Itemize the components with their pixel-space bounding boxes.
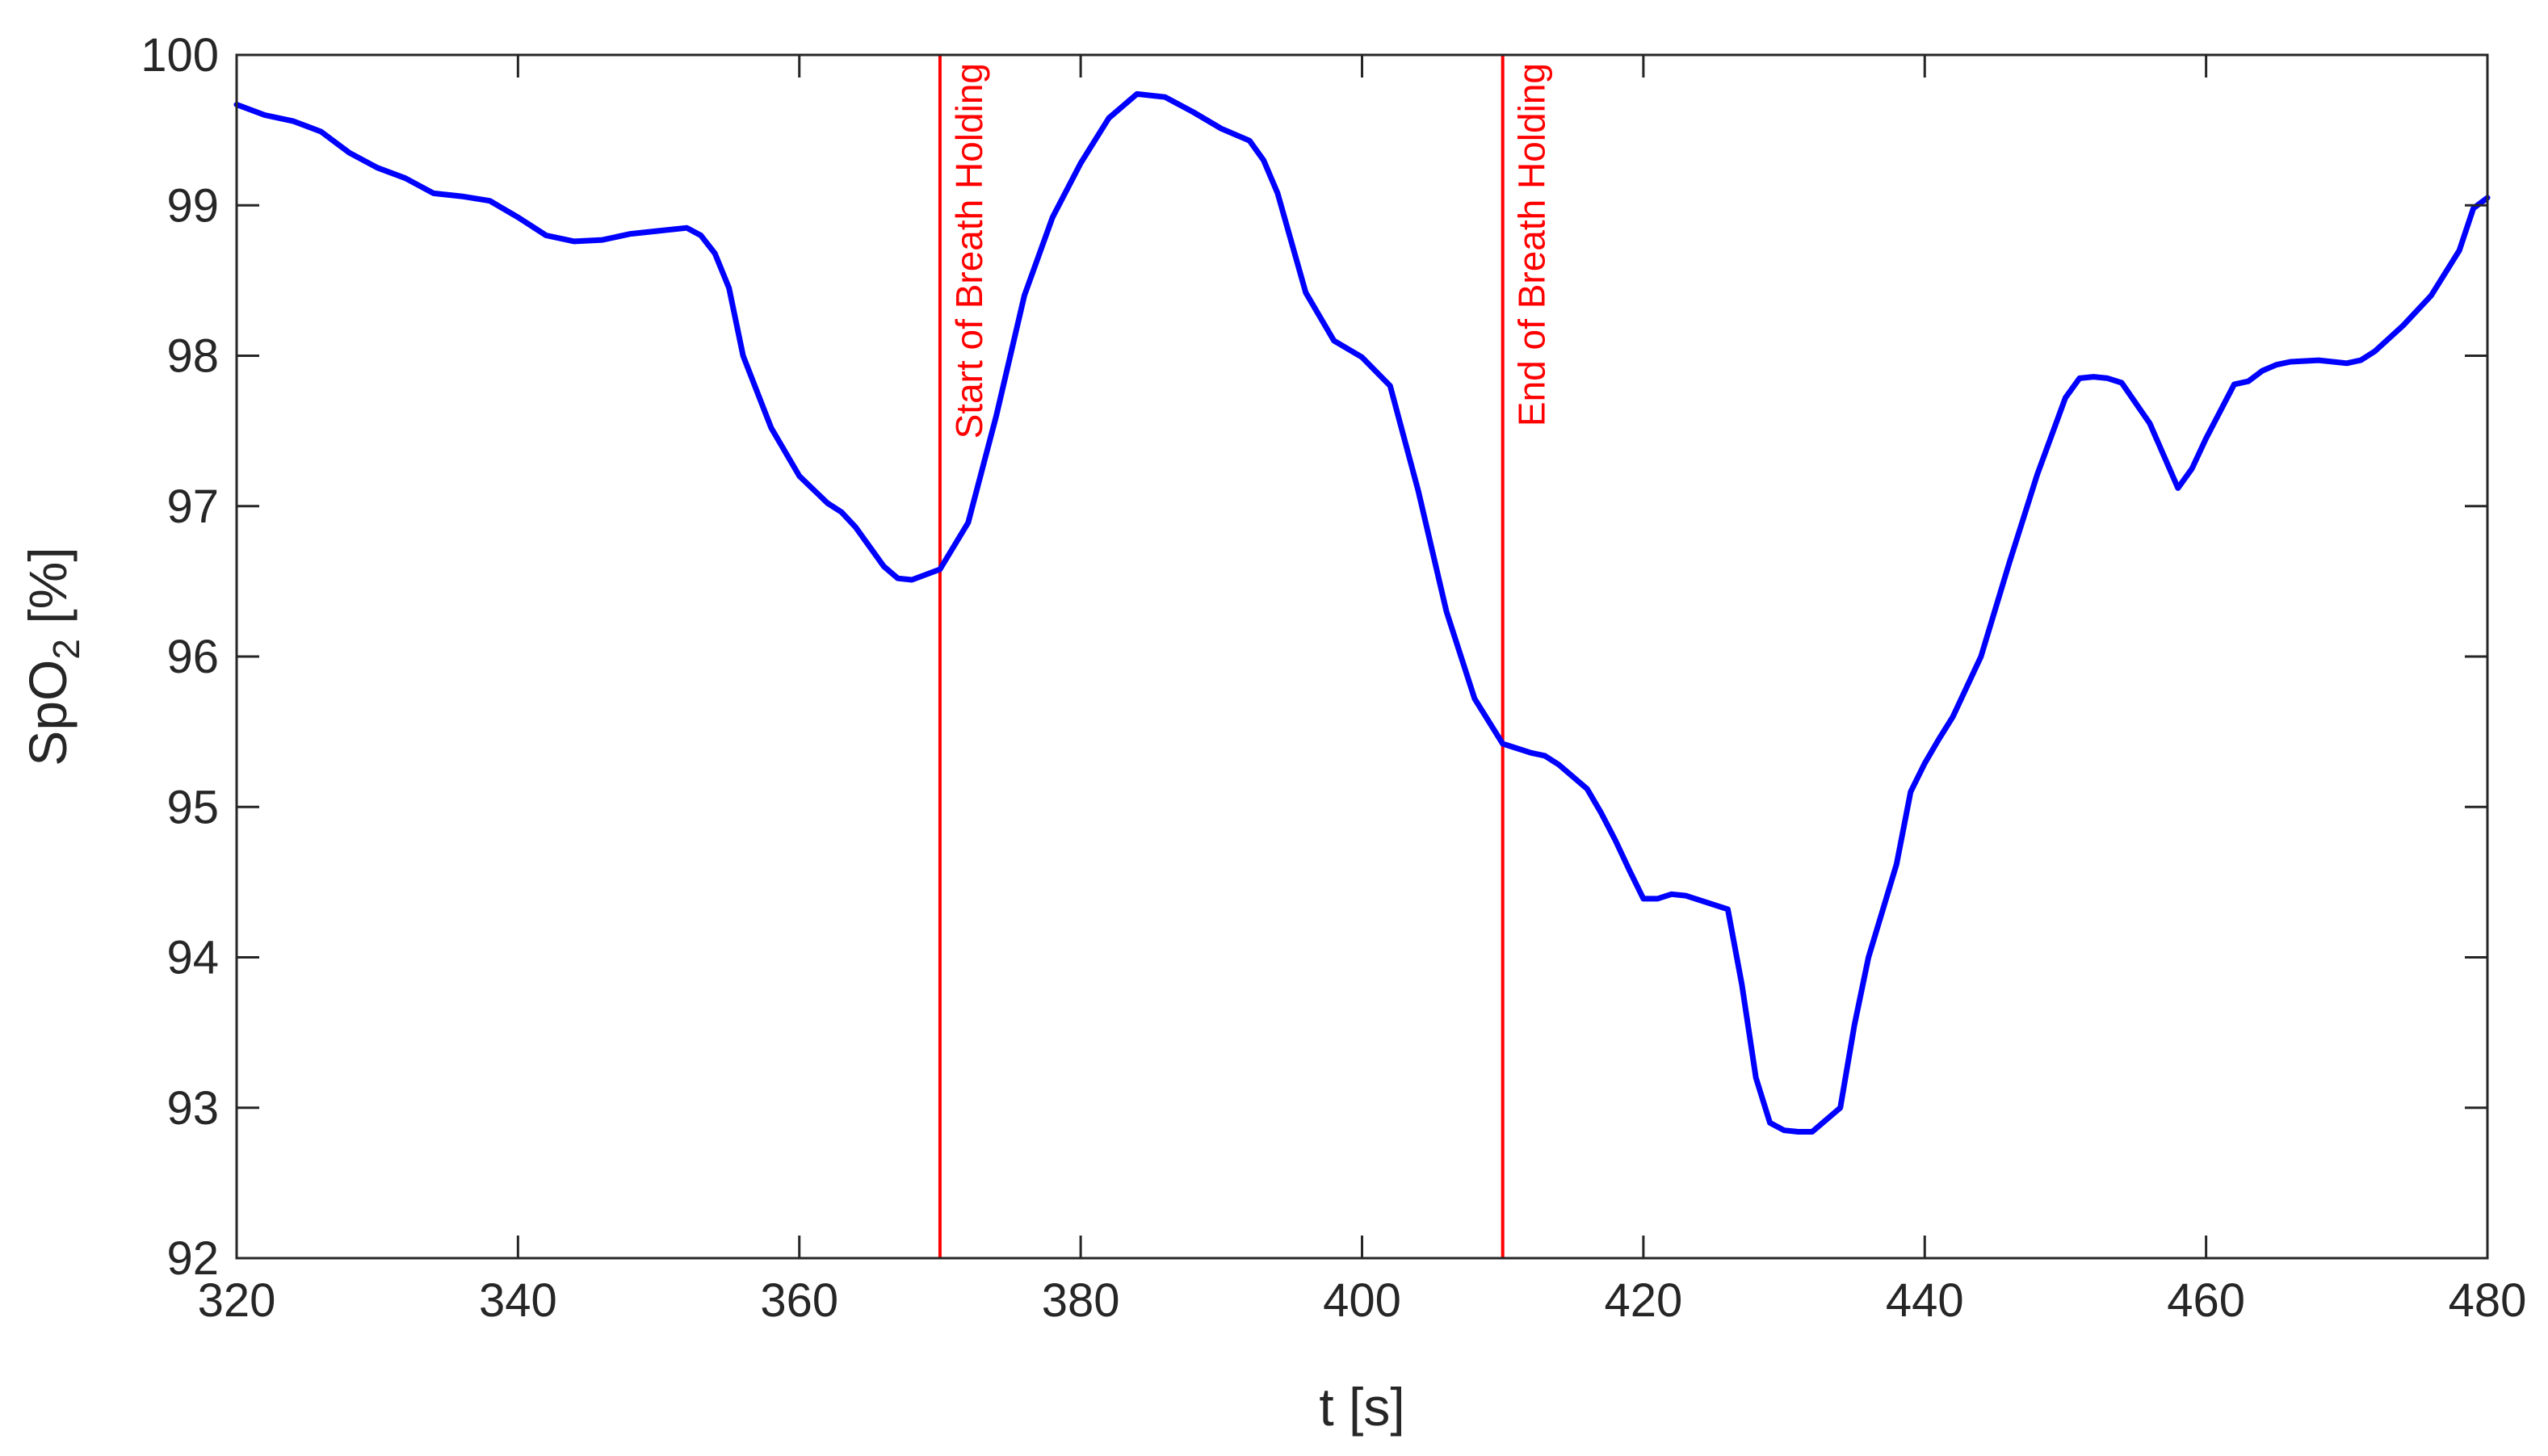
tick-marks — [235, 53, 2489, 1260]
y-tick-label: 98 — [166, 330, 219, 383]
y-axis-label-unit: [%] — [18, 547, 78, 639]
y-tick-label: 100 — [141, 29, 219, 82]
x-tick-label: 360 — [760, 1274, 838, 1327]
x-tick-label: 340 — [479, 1274, 557, 1327]
x-tick-label: 480 — [2449, 1274, 2527, 1327]
series-layer — [233, 90, 2491, 1135]
x-tick-label: 440 — [1886, 1274, 1964, 1327]
y-axis-label-subscript: 2 — [45, 639, 87, 660]
spo2-series-line — [233, 90, 2491, 1135]
annotation-lines — [938, 55, 1505, 1258]
y-tick-label: 95 — [166, 781, 219, 833]
y-axis-label: SpO2 [%] — [18, 547, 87, 766]
y-tick-label: 99 — [166, 179, 219, 232]
annotation-label: Start of Breath Holding — [948, 63, 990, 438]
y-axis-label-main: SpO — [18, 660, 78, 766]
y-tick-label: 94 — [166, 932, 219, 984]
y-tick-label: 96 — [166, 631, 219, 683]
y-tick-label: 93 — [166, 1082, 219, 1135]
x-tick-label: 420 — [1604, 1274, 1682, 1327]
y-tick-label: 92 — [166, 1232, 219, 1285]
x-axis-label: t [s] — [1319, 1377, 1404, 1437]
x-tick-label: 400 — [1323, 1274, 1401, 1327]
annotation-label: End of Breath Holding — [1511, 63, 1553, 426]
y-tick-labels: 92 93 94 95 96 97 98 99 100 — [141, 29, 219, 1285]
x-tick-label: 380 — [1042, 1274, 1120, 1327]
x-tick-label: 320 — [198, 1274, 276, 1327]
annotation-labels: Start of Breath Holding End of Breath Hol… — [948, 63, 1553, 438]
plot-area-frame — [235, 53, 2489, 1260]
x-tick-label: 460 — [2167, 1274, 2245, 1327]
y-tick-label: 97 — [166, 480, 219, 533]
x-tick-labels: 320 340 360 380 400 420 440 460 480 — [198, 1274, 2527, 1327]
